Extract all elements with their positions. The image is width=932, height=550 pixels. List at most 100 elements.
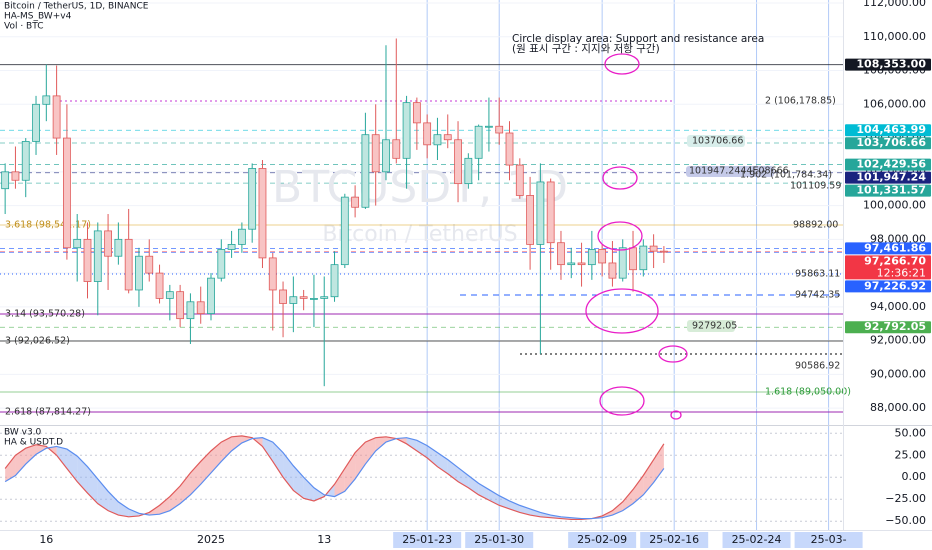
oscillator-fill — [211, 442, 222, 473]
annotation-box — [687, 320, 735, 332]
candle-body — [93, 230, 102, 282]
candle-body — [124, 238, 133, 291]
countdown: 12:36:21 — [877, 266, 926, 279]
price-tag-label: 97,461.86 — [864, 241, 926, 254]
candle-body — [11, 171, 20, 181]
oscillator-fill — [5, 455, 16, 482]
y-tick-label: 88,000.00 — [870, 401, 926, 414]
oscillator-fill — [118, 501, 129, 517]
candle-body — [639, 245, 648, 271]
price-tag-label: 101,331.57 — [856, 184, 926, 197]
oscillator-fill — [406, 437, 417, 451]
note: (원 표시 구간 : 지지와 저항 구간) — [512, 43, 660, 55]
oscillator-fill — [437, 452, 448, 474]
candle-body — [52, 95, 61, 139]
annotations: 2 (106,178.85) 103706.66 101947.2444E086… — [5, 96, 851, 418]
oscillator-fill — [221, 436, 232, 462]
x-tick-label: 25-03- — [811, 533, 847, 546]
candle-body — [83, 238, 92, 282]
axes: 16 2025 13 25-01-23 25-01-30 25-02-09 25-02-16… — [39, 0, 931, 548]
candle-body — [135, 255, 143, 291]
oscillator-title: BW v3.0 — [4, 428, 42, 438]
oscillator-fill — [653, 443, 664, 483]
oscillator-fill — [66, 449, 78, 482]
candle-body — [217, 249, 226, 279]
price-tag-label: 97,226.92 — [864, 279, 926, 292]
price-tag — [845, 184, 931, 197]
note: Circle display area: Support and resista… — [512, 33, 764, 45]
circle-marker — [604, 53, 640, 75]
price-tag-label: 92,792.05 — [864, 320, 926, 333]
x-tick-label: 25-02-16 — [649, 533, 699, 546]
price-tag-label: 108,353.00 — [856, 58, 926, 71]
price-tag-label: 103,706.66 — [856, 136, 926, 149]
price-tag — [845, 255, 931, 280]
x-tick-highlight — [568, 532, 637, 548]
x-tick-label: 2025 — [197, 533, 225, 546]
candle-body — [567, 262, 576, 266]
circle-marker — [602, 166, 638, 190]
annotation: 2.618 (87,814.27) — [5, 407, 91, 418]
oscillator-subtitle: HA & USDT.D — [4, 438, 63, 448]
candle-body — [330, 264, 339, 298]
candle-body — [32, 103, 40, 142]
price-tag — [845, 124, 931, 137]
x-tick-label: 25-02-09 — [577, 533, 627, 546]
plot — [1, 38, 668, 521]
price-tag — [845, 137, 931, 150]
oscillator-fill — [447, 459, 459, 482]
candle-body — [495, 125, 504, 134]
oscillator-fill — [488, 489, 500, 506]
candle-body — [371, 134, 380, 173]
header-indicator: HA-MS_BW+v4 — [4, 12, 72, 22]
oscillator-fill — [468, 475, 479, 495]
y-tick-label: 110,000.00 — [863, 30, 926, 43]
oscillator-fill — [499, 495, 510, 509]
candle-body — [114, 238, 123, 257]
oscillator-fill — [283, 452, 294, 491]
circle-marker — [597, 221, 643, 251]
candle-body — [649, 245, 658, 252]
price-tag-label: 104,463.99 — [856, 123, 926, 136]
oscillator-fill — [365, 437, 376, 465]
x-tick-label: 25-01-30 — [474, 533, 524, 546]
annotation: 2 (106,178.85) — [765, 96, 836, 107]
y-tick-label: −50.00 — [885, 514, 926, 527]
candle-body — [505, 132, 514, 166]
candle-body — [557, 242, 565, 266]
candle-body — [145, 255, 154, 274]
annotation: 103706.66 — [692, 136, 743, 147]
candle-body — [392, 139, 401, 159]
oscillator-fill — [355, 442, 366, 479]
oscillator-fill — [375, 436, 386, 451]
annotation: 92792.05 — [692, 321, 737, 332]
oscillator-fill — [540, 512, 551, 518]
x-tick-label: 25-01-23 — [402, 533, 452, 546]
candle-body — [186, 301, 195, 320]
circles — [585, 53, 688, 420]
oscillator-fill — [272, 442, 284, 478]
price-tag — [845, 321, 931, 334]
candle-body — [299, 296, 308, 299]
candle-body — [474, 125, 483, 159]
candle-body — [412, 102, 421, 124]
y-tick-label: 112,000.00 — [863, 0, 926, 9]
price-tag — [845, 158, 931, 171]
x-tick-highlight — [640, 532, 709, 548]
candle-body — [1, 171, 10, 190]
price-tag — [845, 280, 931, 293]
annotation: 101109.59 — [790, 181, 841, 192]
candle-body — [454, 139, 462, 185]
oscillator-fill — [25, 444, 37, 465]
annotation: 98892.00 — [793, 220, 838, 231]
candle-body — [73, 238, 82, 249]
price-tag-label: 102,429.56 — [856, 158, 926, 171]
candle-body — [361, 134, 370, 208]
candle-body — [598, 249, 607, 264]
circle-marker — [658, 345, 688, 363]
x-tick-label: 13 — [317, 533, 331, 546]
oscillator-fill — [97, 479, 109, 511]
oscillator-fill — [128, 508, 139, 517]
candle-body — [515, 164, 524, 196]
